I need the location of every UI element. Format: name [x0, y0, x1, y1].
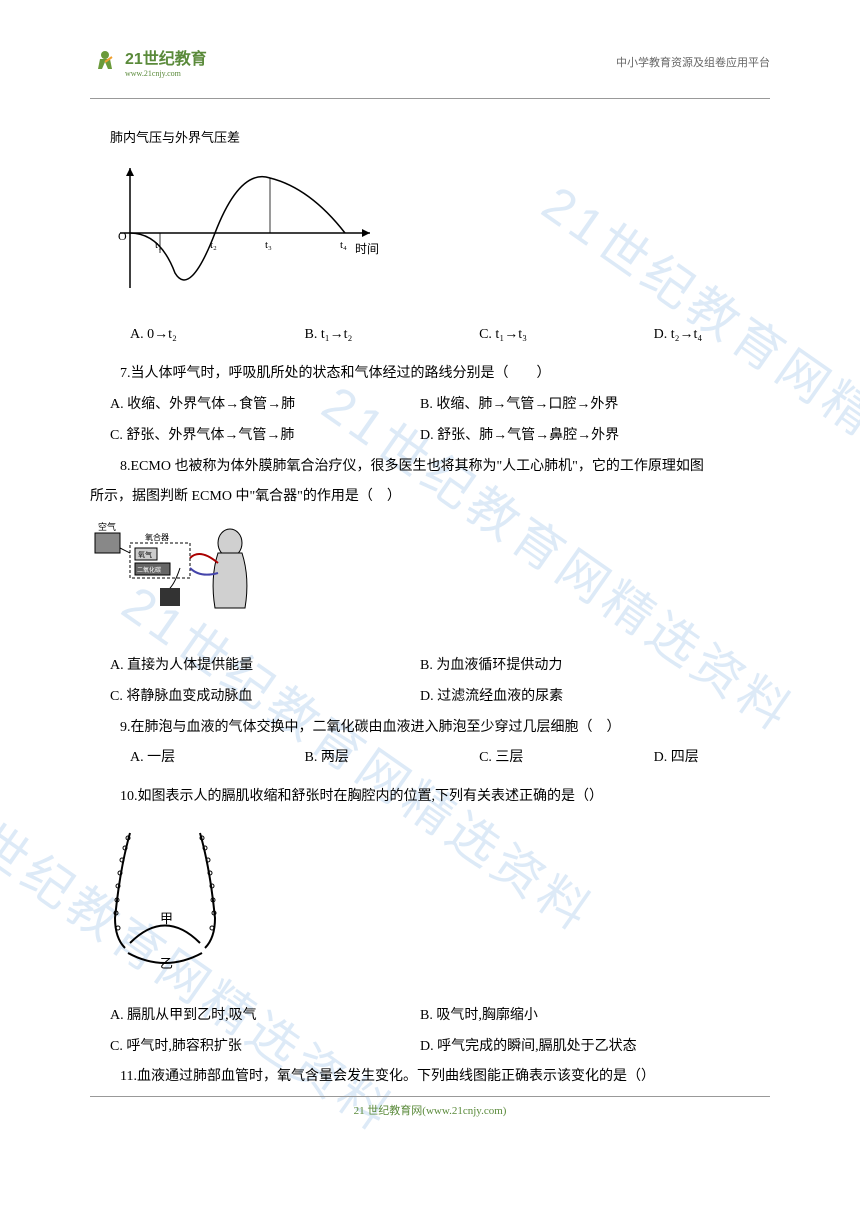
q8-option-c: C. 将静脉血变成动脉血: [110, 682, 420, 713]
q9-option-a: A. 一层: [130, 743, 305, 774]
q8-diagram: 空气 氧合器 氧气 二氧化碳: [90, 518, 770, 641]
header-subtitle: 中小学教育资源及组卷应用平台: [616, 54, 770, 70]
q8-option-b: B. 为血液循环提供动力: [420, 651, 770, 682]
q9-option-c: C. 三层: [479, 743, 654, 774]
svg-text:t₃: t₃: [265, 239, 272, 251]
q9-text: 9.在肺泡与血液的气体交换中，二氧化碳由血液进入肺泡至少穿过几层细胞（ ）: [120, 713, 770, 744]
q7-option-a: A. 收缩、外界气体→食管→肺: [110, 390, 420, 421]
q8-option-a: A. 直接为人体提供能量: [110, 651, 420, 682]
chart-x-label: 时间: [355, 242, 379, 256]
q7-option-d: D. 舒张、肺→气管→鼻腔→外界: [420, 421, 770, 452]
content-area: 肺内气压与外界气压差 O t₁ t₂ t₃ t₄ 时间 A. 0→t₂ B.: [90, 124, 770, 1093]
q8-text-line1: 8.ECMO 也被称为体外膜肺氧合治疗仪，很多医生也将其称为"人工心肺机"，它的…: [120, 452, 770, 483]
svg-text:t₄: t₄: [340, 239, 347, 251]
pressure-chart: O t₁ t₂ t₃ t₄ 时间: [110, 158, 770, 311]
logo: 21世纪教育 www.21cnjy.com: [90, 45, 207, 78]
q7-option-c: C. 舒张、外界气体→气管→肺: [110, 421, 420, 452]
q9-option-d: D. 四层: [654, 743, 770, 774]
svg-text:t₁: t₁: [155, 239, 162, 251]
svg-text:甲: 甲: [160, 911, 173, 926]
page-footer: 21 世纪教育网(www.21cnjy.com): [90, 1096, 770, 1118]
svg-text:二氧化碳: 二氧化碳: [137, 566, 161, 574]
q8-option-d: D. 过滤流经血液的尿素: [420, 682, 770, 713]
q10-diagram: 甲 乙: [90, 818, 770, 991]
logo-icon: [90, 47, 120, 77]
svg-text:乙: 乙: [160, 956, 173, 971]
chart-origin: O: [118, 229, 127, 243]
q10-option-c: C. 呼气时,肺容积扩张: [110, 1032, 420, 1063]
q11-text: 11.血液通过肺部血管时，氧气含量会发生变化。下列曲线图能正确表示该变化的是（）: [120, 1062, 770, 1093]
q6-option-d: D. t₂→t₄: [654, 320, 770, 351]
logo-main-text: 21世纪教育: [125, 45, 207, 69]
chart-y-label: 肺内气压与外界气压差: [110, 124, 770, 153]
q10-option-a: A. 膈肌从甲到乙时,吸气: [110, 1001, 420, 1032]
header-divider: [90, 98, 770, 99]
q6-option-c: C. t₁→t₃: [479, 320, 654, 351]
svg-text:氧气: 氧气: [138, 550, 152, 559]
q10-option-d: D. 呼气完成的瞬间,膈肌处于乙状态: [420, 1032, 770, 1063]
svg-text:t₂: t₂: [210, 239, 217, 251]
svg-text:空气: 空气: [98, 521, 116, 532]
q8-text-line2: 所示，据图判断 ECMO 中"氧合器"的作用是（ ）: [90, 482, 770, 513]
q10-option-b: B. 吸气时,胸廓缩小: [420, 1001, 770, 1032]
q6-option-b: B. t₁→t₂: [305, 320, 480, 351]
q6-options: A. 0→t₂ B. t₁→t₂ C. t₁→t₃ D. t₂→t₄: [130, 320, 770, 351]
q9-option-b: B. 两层: [305, 743, 480, 774]
q7-option-b: B. 收缩、肺→气管→口腔→外界: [420, 390, 770, 421]
q7-text: 7.当人体呼气时，呼吸肌所处的状态和气体经过的路线分别是（ ）: [120, 359, 770, 390]
q6-option-a: A. 0→t₂: [130, 320, 305, 351]
svg-text:氧合器: 氧合器: [145, 532, 169, 542]
page-header: 21世纪教育 www.21cnjy.com 中小学教育资源及组卷应用平台: [90, 45, 770, 78]
logo-sub-text: www.21cnjy.com: [125, 69, 207, 78]
q10-text: 10.如图表示人的膈肌收缩和舒张时在胸腔内的位置,下列有关表述正确的是（）: [120, 782, 770, 813]
